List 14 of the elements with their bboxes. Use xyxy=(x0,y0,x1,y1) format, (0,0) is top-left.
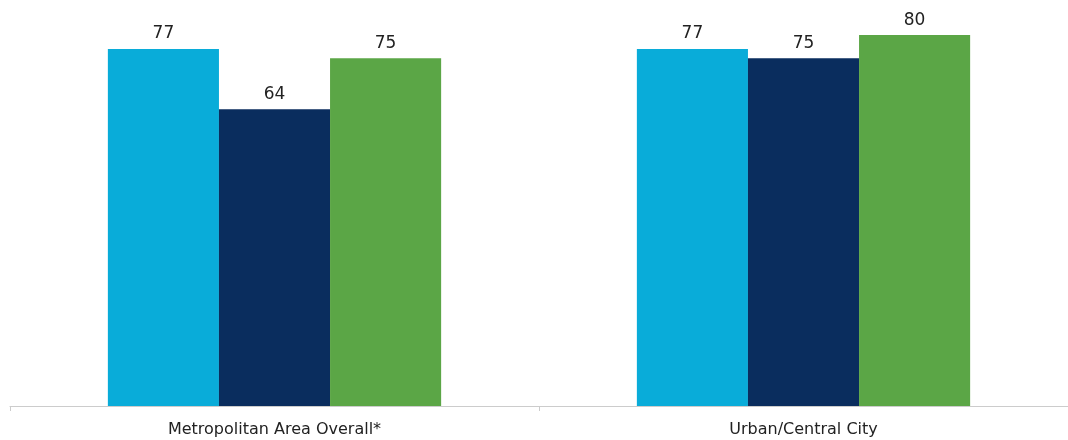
bar xyxy=(107,48,219,406)
bar xyxy=(859,35,971,406)
bar xyxy=(218,109,331,406)
data-label: 64 xyxy=(263,82,286,103)
data-label: 77 xyxy=(681,22,704,43)
x-tick-label: Urban/Central City xyxy=(729,418,878,438)
bar xyxy=(636,48,748,406)
data-label: 75 xyxy=(374,31,397,52)
bar xyxy=(330,58,442,406)
data-label: 77 xyxy=(152,22,175,43)
x-tick-label: Metropolitan Area Overall* xyxy=(167,418,382,438)
data-label: 75 xyxy=(792,31,815,52)
bar xyxy=(747,58,860,406)
data-label: 80 xyxy=(903,8,926,29)
